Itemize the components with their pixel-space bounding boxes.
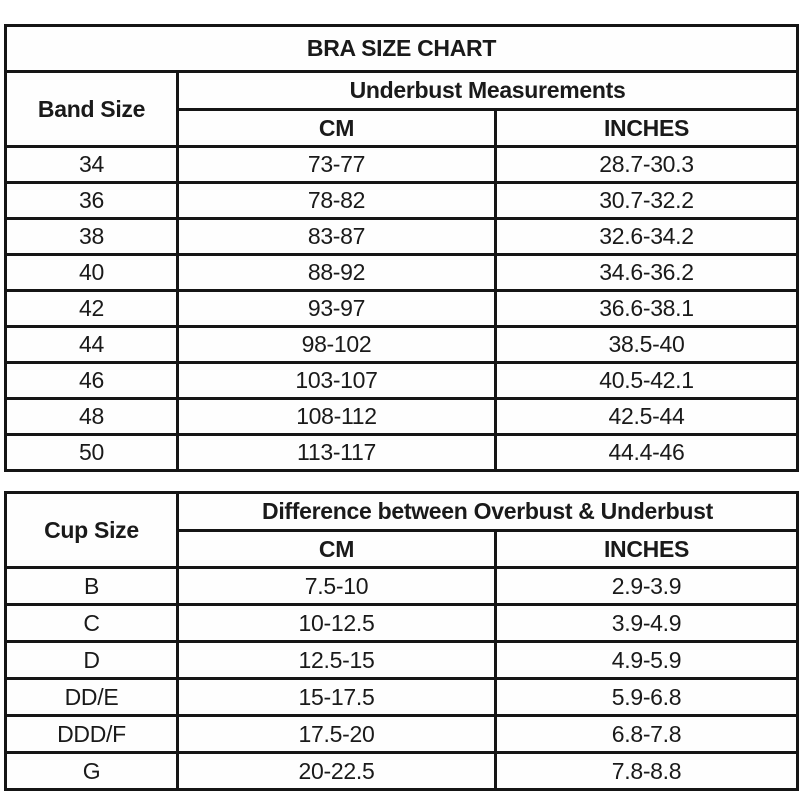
cm-column-header: CM bbox=[176, 108, 497, 148]
cm-range-cell: 93-97 bbox=[176, 289, 497, 328]
cup-size-cell: DD/E bbox=[4, 677, 179, 717]
cup-size-cell: B bbox=[4, 566, 179, 606]
inches-range-cell: 34.6-36.2 bbox=[493, 253, 800, 292]
inches-range-cell: 6.8-7.8 bbox=[493, 714, 800, 754]
band-size-cell: 46 bbox=[4, 361, 179, 400]
inches-range-cell: 30.7-32.2 bbox=[493, 181, 800, 220]
inches-range-cell: 40.5-42.1 bbox=[493, 361, 800, 400]
inches-range-cell: 44.4-46 bbox=[493, 433, 800, 472]
table-row: DDD/F 17.5-20 6.8-7.8 bbox=[4, 714, 800, 754]
inches-range-cell: 7.8-8.8 bbox=[493, 751, 800, 791]
band-size-cell: 44 bbox=[4, 325, 179, 364]
cm-range-cell: 78-82 bbox=[176, 181, 497, 220]
band-size-table: BRA SIZE CHART Band Size Underbust Measu… bbox=[3, 24, 800, 472]
cm-range-cell: 10-12.5 bbox=[176, 603, 497, 643]
table-row: 40 88-92 34.6-36.2 bbox=[4, 253, 800, 292]
table-row: C 10-12.5 3.9-4.9 bbox=[4, 603, 800, 643]
band-size-cell: 42 bbox=[4, 289, 179, 328]
inches-range-cell: 36.6-38.1 bbox=[493, 289, 800, 328]
band-size-cell: 50 bbox=[4, 433, 179, 472]
cup-size-column-header: Cup Size bbox=[4, 491, 179, 569]
page-title: BRA SIZE CHART bbox=[3, 24, 800, 73]
cup-size-cell: DDD/F bbox=[4, 714, 179, 754]
table-row: 38 83-87 32.6-34.2 bbox=[4, 217, 800, 256]
band-size-cell: 40 bbox=[4, 253, 179, 292]
band-size-cell: 38 bbox=[4, 217, 179, 256]
inches-range-cell: 5.9-6.8 bbox=[493, 677, 800, 717]
table-row: G 20-22.5 7.8-8.8 bbox=[4, 751, 800, 791]
table-row: 50 113-117 44.4-46 bbox=[4, 433, 800, 472]
table-header-row: Cup Size Difference between Overbust & U… bbox=[4, 491, 800, 569]
inches-range-cell: 2.9-3.9 bbox=[493, 566, 800, 606]
cm-range-cell: 12.5-15 bbox=[176, 640, 497, 680]
cm-range-cell: 83-87 bbox=[176, 217, 497, 256]
inches-column-header: INCHES bbox=[493, 108, 800, 148]
underbust-measurements-group-header: Underbust Measurements bbox=[175, 70, 800, 111]
cm-range-cell: 103-107 bbox=[176, 361, 497, 400]
cup-size-table: Cup Size Difference between Overbust & U… bbox=[4, 491, 800, 791]
table-row: 42 93-97 36.6-38.1 bbox=[4, 289, 800, 328]
overbust-difference-group-header: Difference between Overbust & Underbust bbox=[175, 491, 800, 532]
cm-range-cell: 20-22.5 bbox=[176, 751, 497, 791]
cup-size-cell: C bbox=[4, 603, 179, 643]
table-subheader-row: CM INCHES bbox=[6, 529, 800, 569]
inches-range-cell: 32.6-34.2 bbox=[493, 217, 800, 256]
band-size-cell: 36 bbox=[4, 181, 179, 220]
cm-column-header: CM bbox=[176, 529, 497, 569]
cm-range-cell: 17.5-20 bbox=[176, 714, 497, 754]
inches-column-header: INCHES bbox=[493, 529, 800, 569]
cm-range-cell: 73-77 bbox=[176, 145, 497, 184]
table-row: D 12.5-15 4.9-5.9 bbox=[4, 640, 800, 680]
cm-range-cell: 7.5-10 bbox=[176, 566, 497, 606]
cm-range-cell: 98-102 bbox=[176, 325, 497, 364]
table-row: B 7.5-10 2.9-3.9 bbox=[4, 566, 800, 606]
table-row: 36 78-82 30.7-32.2 bbox=[4, 181, 800, 220]
cm-range-cell: 108-112 bbox=[176, 397, 497, 436]
inches-range-cell: 3.9-4.9 bbox=[493, 603, 800, 643]
table-row: 46 103-107 40.5-42.1 bbox=[4, 361, 800, 400]
cup-size-cell: D bbox=[4, 640, 179, 680]
inches-range-cell: 42.5-44 bbox=[493, 397, 800, 436]
inches-range-cell: 4.9-5.9 bbox=[493, 640, 800, 680]
band-size-cell: 34 bbox=[4, 145, 179, 184]
cm-range-cell: 88-92 bbox=[176, 253, 497, 292]
inches-range-cell: 38.5-40 bbox=[493, 325, 800, 364]
table-title-row: BRA SIZE CHART bbox=[3, 24, 800, 73]
band-size-cell: 48 bbox=[4, 397, 179, 436]
cm-range-cell: 113-117 bbox=[176, 433, 497, 472]
inches-range-cell: 28.7-30.3 bbox=[493, 145, 800, 184]
cup-size-cell: G bbox=[4, 751, 179, 791]
table-row: 44 98-102 38.5-40 bbox=[4, 325, 800, 364]
table-row: 48 108-112 42.5-44 bbox=[4, 397, 800, 436]
table-header-row: Band Size Underbust Measurements bbox=[4, 70, 800, 148]
table-row: 34 73-77 28.7-30.3 bbox=[4, 145, 800, 184]
cm-range-cell: 15-17.5 bbox=[176, 677, 497, 717]
table-subheader-row: CM INCHES bbox=[6, 108, 800, 148]
table-row: DD/E 15-17.5 5.9-6.8 bbox=[4, 677, 800, 717]
band-size-column-header: Band Size bbox=[4, 70, 179, 148]
